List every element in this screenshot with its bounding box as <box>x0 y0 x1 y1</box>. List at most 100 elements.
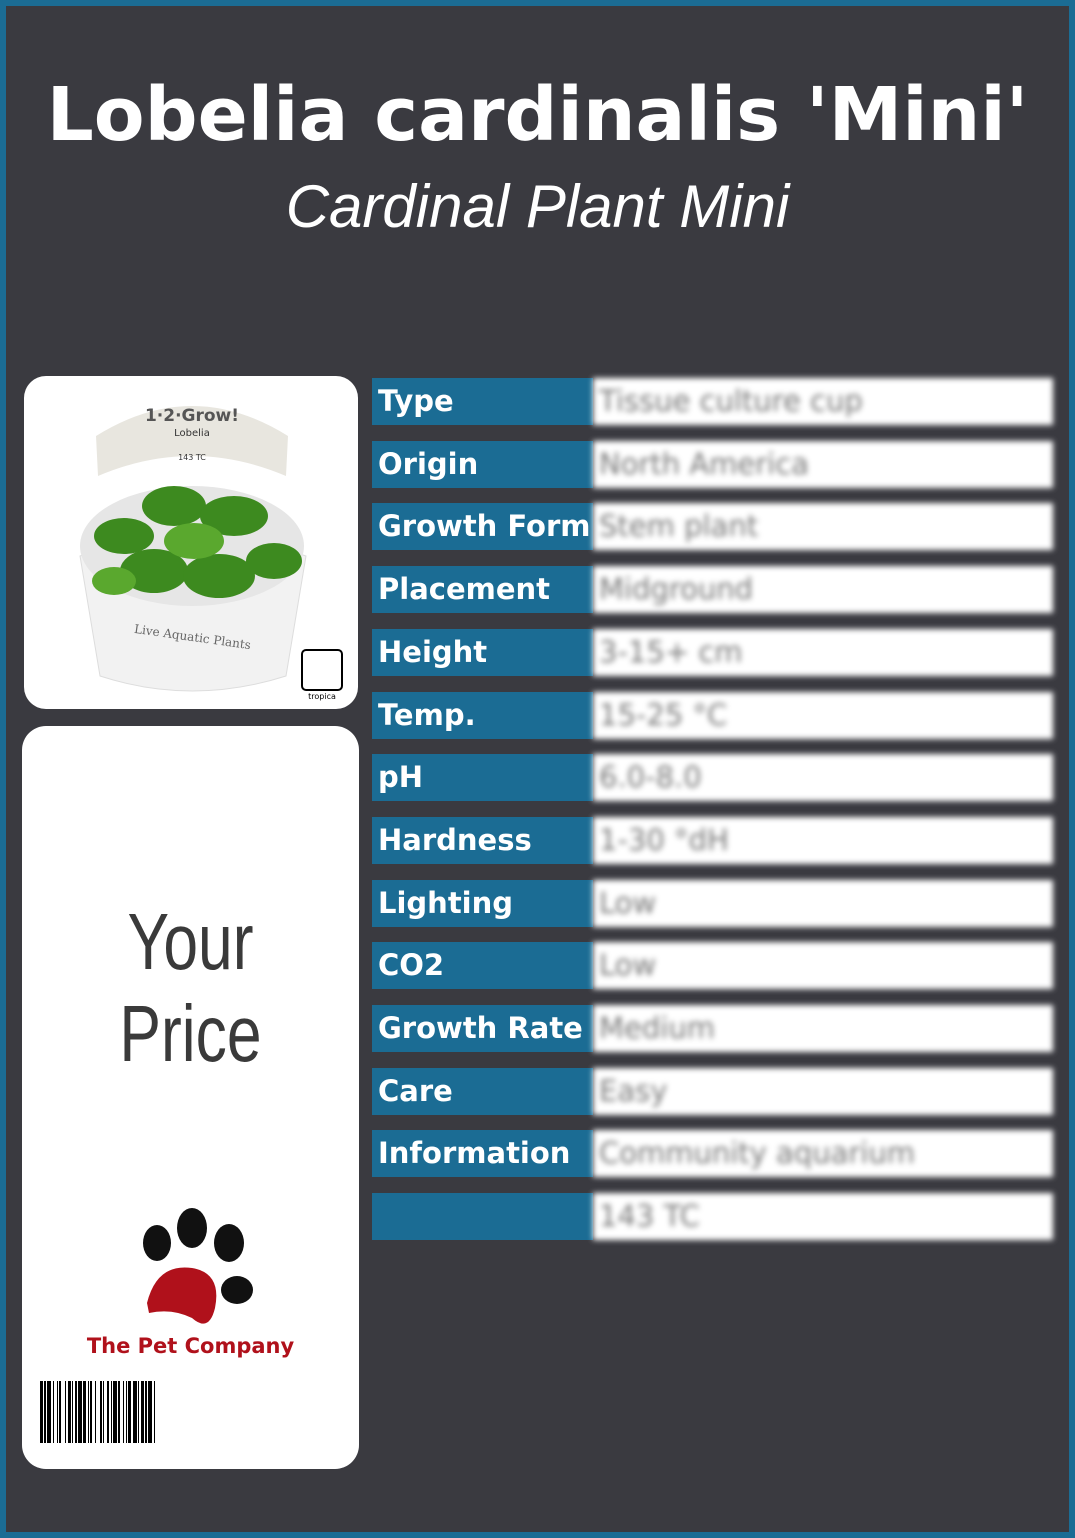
barcode-bar <box>113 1381 117 1443</box>
barcode <box>40 1381 346 1443</box>
spec-label: Height <box>372 628 593 676</box>
barcode-bar <box>107 1381 109 1443</box>
barcode-bar <box>109 1381 111 1443</box>
barcode-bar <box>54 1381 57 1443</box>
barcode-bar <box>44 1381 46 1443</box>
barcode-bar <box>68 1381 71 1443</box>
barcode-bar <box>57 1381 58 1443</box>
barcode-bar <box>155 1381 158 1443</box>
barcode-bar <box>78 1381 82 1443</box>
barcode-bar <box>53 1381 54 1443</box>
barcode-bar <box>145 1381 147 1443</box>
barcode-bar <box>83 1381 86 1443</box>
spec-value: Medium <box>593 1005 1053 1052</box>
spec-value: Stem plant <box>593 503 1053 551</box>
spec-value: 1-30 °dH <box>593 816 1053 864</box>
spec-label: Origin <box>372 440 593 488</box>
spec-row: Type Tissue culture cup <box>372 378 1053 425</box>
spec-value: Tissue culture cup <box>593 378 1053 425</box>
spec-label: Information <box>372 1130 593 1178</box>
barcode-bar <box>127 1381 128 1443</box>
spec-row: CO2 Low <box>372 942 1053 990</box>
tropica-logo: tropica <box>308 692 336 701</box>
spec-label: Care <box>372 1067 593 1115</box>
spec-row: Information Community aquarium <box>372 1130 1053 1178</box>
barcode-bar <box>141 1381 144 1443</box>
barcode-bar <box>59 1381 61 1443</box>
spec-row: Growth Form Stem plant <box>372 503 1053 551</box>
barcode-bar <box>139 1381 141 1443</box>
barcode-bar <box>144 1381 145 1443</box>
barcode-bar <box>77 1381 78 1443</box>
barcode-bar <box>137 1381 138 1443</box>
spec-row: Origin North America <box>372 440 1053 488</box>
barcode-bar <box>123 1381 124 1443</box>
barcode-bar <box>40 1381 43 1443</box>
spec-label: Growth Form <box>372 503 593 551</box>
barcode-bar <box>112 1381 113 1443</box>
spec-row: Growth Rate Medium <box>372 1005 1053 1052</box>
spec-value: Midground <box>593 566 1053 614</box>
barcode-bar <box>133 1381 137 1443</box>
spec-value: 6.0-8.0 <box>593 754 1053 802</box>
barcode-bar <box>71 1381 72 1443</box>
spec-value: 15-25 °C <box>593 691 1053 739</box>
barcode-bar <box>102 1381 103 1443</box>
barcode-bar <box>51 1381 53 1443</box>
barcode-bar <box>72 1381 73 1443</box>
plant-common-name: Cardinal Plant Mini <box>285 173 790 240</box>
barcode-bar <box>104 1381 107 1443</box>
spec-label: Lighting <box>372 879 593 927</box>
spec-label: Growth Rate <box>372 1005 593 1052</box>
barcode-bar <box>66 1381 68 1443</box>
spec-row: Temp. 15-25 °C <box>372 691 1053 739</box>
spec-value: Easy <box>593 1067 1053 1115</box>
brand-name: The Pet Company <box>86 1334 295 1358</box>
barcode-bar <box>88 1381 89 1443</box>
barcode-bar <box>120 1381 123 1443</box>
spec-row: pH 6.0-8.0 <box>372 754 1053 802</box>
spec-row: Hardness 1-30 °dH <box>372 816 1053 864</box>
barcode-bar <box>82 1381 83 1443</box>
barcode-bar <box>100 1381 102 1443</box>
spec-row: Care Easy <box>372 1067 1053 1115</box>
spec-label: CO2 <box>372 942 593 990</box>
barcode-bar <box>43 1381 44 1443</box>
spec-row: Placement Midground <box>372 566 1053 614</box>
barcode-bar <box>124 1381 126 1443</box>
barcode-bar <box>118 1381 120 1443</box>
spec-row: Lighting Low <box>372 879 1053 927</box>
plant-title: Lobelia cardinalis 'Mini' <box>46 72 1029 158</box>
barcode-bar <box>138 1381 139 1443</box>
cup-name-text: Lobelia <box>174 428 210 439</box>
spec-label: Temp. <box>372 691 593 739</box>
barcode-bar <box>147 1381 148 1443</box>
spec-value: 143 TC <box>593 1193 1053 1241</box>
barcode-bar <box>95 1381 96 1443</box>
paw-logo-icon <box>143 1208 253 1324</box>
barcode-bar <box>103 1381 104 1443</box>
barcode-bar <box>75 1381 77 1443</box>
barcode-bar <box>117 1381 118 1443</box>
cup-brand-text: 1·2·Grow! <box>145 406 239 426</box>
barcode-bar <box>126 1381 127 1443</box>
barcode-bar <box>61 1381 65 1443</box>
barcode-bar <box>58 1381 59 1443</box>
barcode-bar <box>96 1381 100 1443</box>
barcode-bar <box>86 1381 88 1443</box>
barcode-bar <box>111 1381 112 1443</box>
barcode-bar <box>90 1381 92 1443</box>
spec-value: North America <box>593 440 1053 488</box>
spec-value: 3-15+ cm <box>593 628 1053 676</box>
spec-label: Hardness <box>372 816 593 864</box>
price-panel: Your Price The Pet Company <box>22 726 359 1469</box>
barcode-bar <box>92 1381 95 1443</box>
barcode-bar <box>128 1381 131 1443</box>
spec-label: pH <box>372 754 593 802</box>
barcode-bar <box>73 1381 75 1443</box>
spec-label: Placement <box>372 566 593 614</box>
barcode-bar <box>148 1381 152 1443</box>
plant-photo: 1·2·Grow! Lobelia 143 TC Live Aquatic Pl… <box>24 376 358 709</box>
barcode-bar <box>152 1381 154 1443</box>
barcode-bar <box>131 1381 133 1443</box>
